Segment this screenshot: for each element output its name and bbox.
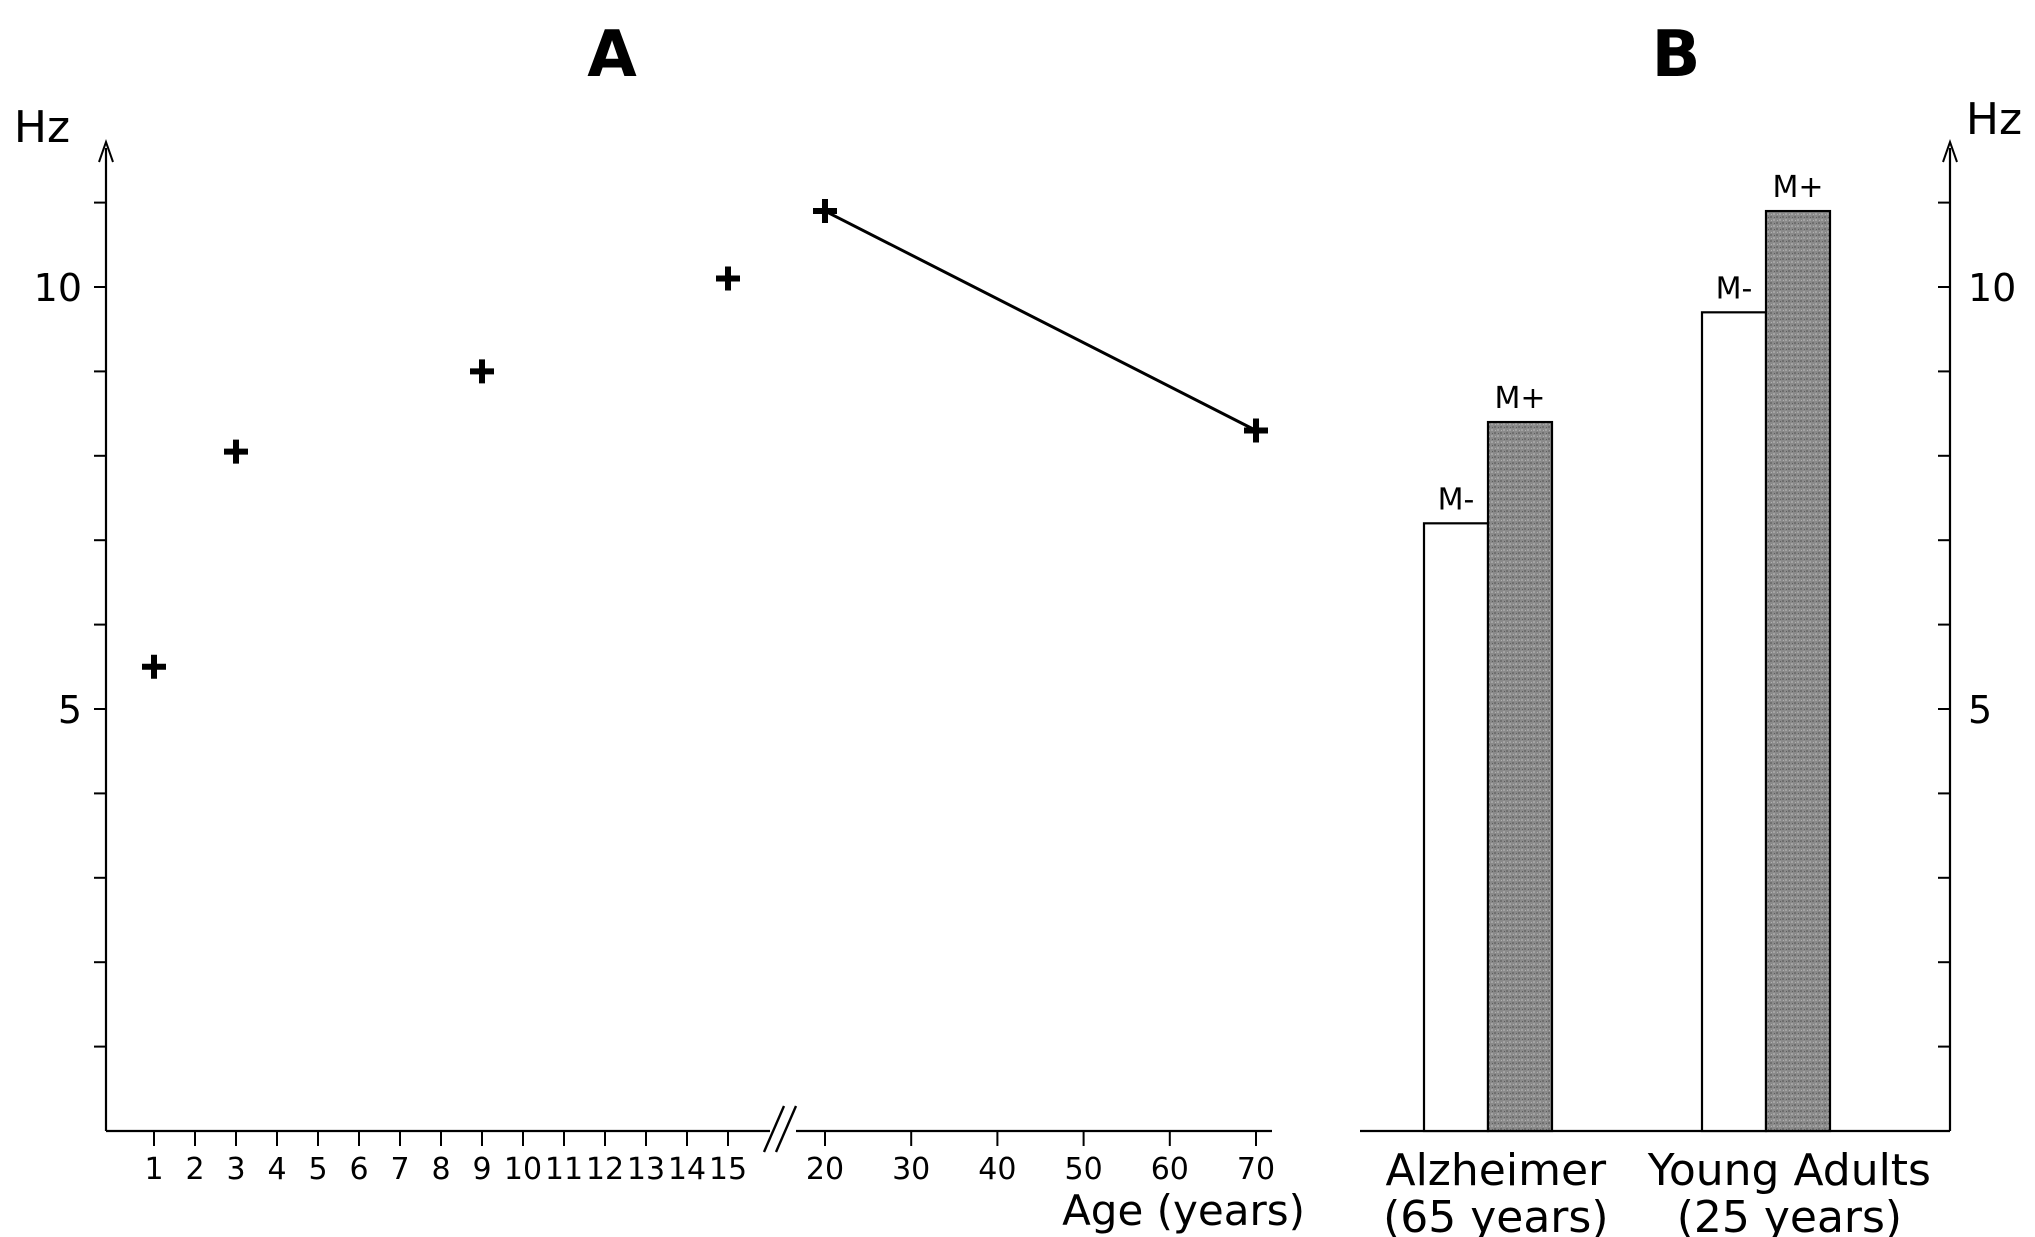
panel-a-x-tick-label: 3: [226, 1152, 245, 1187]
bar-label: M+: [1772, 170, 1823, 205]
data-point-plus: [813, 199, 837, 224]
data-point-plus: [224, 439, 248, 464]
panel-a-x-tick-label: 6: [349, 1152, 368, 1187]
category-label: Young Adults: [1647, 1145, 1931, 1196]
category-sublabel: (65 years): [1383, 1192, 1608, 1237]
bar-m-minus: [1700, 311, 1768, 1133]
panel-a-scatter: A Hz 510 1 2 3 4 5 6 7 8 9 10 11 12 13 14 15 20 30 40 50 60…: [14, 18, 1305, 1235]
panel-a-x-tick-label: 7: [390, 1152, 409, 1187]
bar-label: M-: [1716, 271, 1753, 306]
panel-a-title: A: [587, 18, 637, 92]
panel-b-bars: B Hz 5 10 M- M- M+ M+ Alzheimer(65 years) You…: [1360, 18, 2022, 1237]
panel-b-y-tick-label: 5: [1968, 688, 1992, 732]
bar-m-plus: [1764, 209, 1832, 1133]
panel-a-x-tick-label: 40: [978, 1152, 1016, 1187]
panel-a-x-tick-label: 11: [545, 1152, 583, 1187]
panel-a-x-tick-label: 8: [431, 1152, 450, 1187]
panel-a-x-tick-label: 14: [668, 1152, 706, 1187]
data-point-plus: [142, 654, 166, 679]
panel-b-title: B: [1652, 18, 1701, 92]
data-point-plus: [716, 266, 740, 291]
bar-m-plus: [1486, 420, 1554, 1133]
panel-a-y-axis-arrow: [98, 138, 114, 163]
category-label: Alzheimer: [1385, 1145, 1607, 1196]
bar-label: M-: [1438, 482, 1475, 517]
panel-a-x-tick-label: 4: [267, 1152, 286, 1187]
panel-a-x-tick-label: 30: [892, 1152, 930, 1187]
panel-b-y-axis-arrow: [1942, 138, 1958, 163]
panel-a-x-tick-label: 10: [504, 1152, 542, 1187]
category-sublabel: (25 years): [1677, 1192, 1902, 1237]
bar-m-minus: [1422, 522, 1490, 1133]
panel-a-x-tick-label: 50: [1065, 1152, 1103, 1187]
panel-a-x-tick-label: 20: [806, 1152, 844, 1187]
panel-a-x-axis-label: Age (years): [1062, 1186, 1305, 1235]
panel-a-x-tick-label: 5: [308, 1152, 327, 1187]
panel-b-y-tick-label: 10: [1968, 266, 2016, 310]
panel-b-y-axis-label: Hz: [1966, 94, 2022, 145]
panel-a-x-tick-label: 9: [472, 1152, 491, 1187]
panel-a-x-tick-label: 12: [586, 1152, 624, 1187]
panel-a-y-tick-label: 10: [34, 266, 82, 310]
panel-a-x-tick-label: 60: [1151, 1152, 1189, 1187]
data-point-plus: [1244, 418, 1268, 443]
panel-a-x-tick-label: 70: [1237, 1152, 1275, 1187]
decline-line: [824, 209, 1257, 432]
bar-label: M+: [1494, 381, 1545, 416]
panel-a-x-tick-label: 13: [627, 1152, 665, 1187]
panel-a-x-tick-label: 2: [185, 1152, 204, 1187]
panel-a-x-tick-label: 1: [144, 1152, 163, 1187]
axis-break-marker: [762, 1105, 798, 1153]
panel-a-y-axis-label: Hz: [14, 102, 70, 153]
data-point-plus: [470, 359, 494, 384]
panel-a-y-tick-label: 5: [58, 688, 82, 732]
panel-a-x-tick-label: 15: [709, 1152, 747, 1187]
